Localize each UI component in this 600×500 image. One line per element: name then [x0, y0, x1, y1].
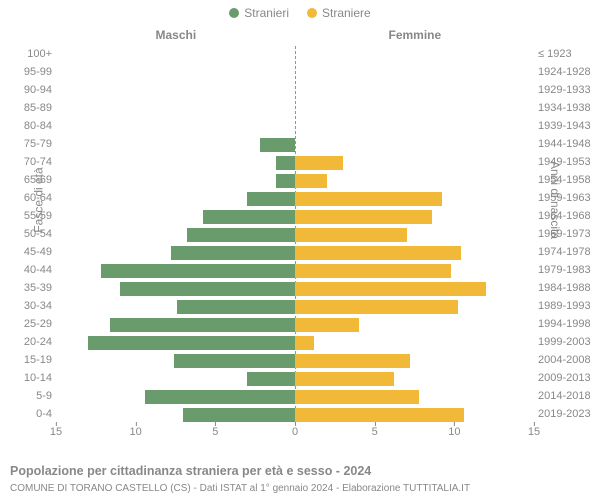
age-label: 95-99 — [18, 66, 52, 78]
birth-year-label: 1929-1933 — [538, 84, 598, 96]
chart-subtitle: COMUNE DI TORANO CASTELLO (CS) - Dati IS… — [10, 483, 470, 494]
column-header-left: Maschi — [156, 28, 197, 42]
bar-female — [295, 336, 314, 351]
bar-male — [276, 156, 295, 171]
birth-year-label: 1969-1973 — [538, 228, 598, 240]
age-label: 50-54 — [18, 228, 52, 240]
legend-item-straniere: Straniere — [307, 6, 371, 20]
bar-male — [171, 246, 295, 261]
age-label: 60-64 — [18, 192, 52, 204]
bar-female — [295, 390, 419, 405]
age-label: 55-59 — [18, 210, 52, 222]
bar-male — [120, 282, 295, 297]
age-label: 80-84 — [18, 120, 52, 132]
legend-item-stranieri: Stranieri — [229, 6, 289, 20]
birth-year-label: 2014-2018 — [538, 390, 598, 402]
bar-female — [295, 282, 486, 297]
birth-year-label: 1974-1978 — [538, 246, 598, 258]
bar-male — [101, 264, 295, 279]
birth-year-label: ≤ 1923 — [538, 48, 598, 60]
bar-female — [295, 300, 458, 315]
x-tick: 10 — [130, 426, 142, 438]
chart-area: Maschi Femmine — [56, 28, 534, 444]
x-tick: 0 — [292, 426, 298, 438]
bar-female — [295, 372, 394, 387]
birth-year-label: 1949-1953 — [538, 156, 598, 168]
bar-female — [295, 246, 461, 261]
bar-male — [145, 390, 295, 405]
age-label: 100+ — [18, 48, 52, 60]
birth-year-label: 1979-1983 — [538, 264, 598, 276]
bar-female — [295, 408, 464, 423]
age-label: 5-9 — [18, 390, 52, 402]
age-label: 85-89 — [18, 102, 52, 114]
birth-year-label: 2019-2023 — [538, 408, 598, 420]
age-label: 40-44 — [18, 264, 52, 276]
birth-year-label: 1999-2003 — [538, 336, 598, 348]
age-label: 25-29 — [18, 318, 52, 330]
x-tick: 5 — [212, 426, 218, 438]
bar-male — [187, 228, 295, 243]
age-label: 45-49 — [18, 246, 52, 258]
birth-year-label: 2004-2008 — [538, 354, 598, 366]
age-label: 35-39 — [18, 282, 52, 294]
bar-male — [260, 138, 295, 153]
birth-year-label: 1934-1938 — [538, 102, 598, 114]
age-label: 75-79 — [18, 138, 52, 150]
bar-male — [110, 318, 295, 333]
birth-year-label: 1964-1968 — [538, 210, 598, 222]
column-header-right: Femmine — [389, 28, 442, 42]
circle-icon — [229, 8, 239, 18]
legend: Stranieri Straniere — [0, 6, 600, 20]
age-label: 20-24 — [18, 336, 52, 348]
legend-label: Stranieri — [244, 6, 289, 20]
birth-year-label: 1994-1998 — [538, 318, 598, 330]
bar-female — [295, 192, 442, 207]
bar-female — [295, 156, 343, 171]
bar-female — [295, 174, 327, 189]
bar-male — [174, 354, 295, 369]
birth-year-label: 1939-1943 — [538, 120, 598, 132]
bar-female — [295, 354, 410, 369]
bar-male — [183, 408, 295, 423]
bar-male — [247, 192, 295, 207]
age-label: 0-4 — [18, 408, 52, 420]
bar-female — [295, 228, 407, 243]
bar-male — [88, 336, 295, 351]
birth-year-label: 1954-1958 — [538, 174, 598, 186]
bar-male — [276, 174, 295, 189]
birth-year-label: 1989-1993 — [538, 300, 598, 312]
chart-title: Popolazione per cittadinanza straniera p… — [10, 464, 371, 478]
birth-year-label: 2009-2013 — [538, 372, 598, 384]
age-label: 90-94 — [18, 84, 52, 96]
age-label: 10-14 — [18, 372, 52, 384]
bar-male — [247, 372, 295, 387]
bar-male — [203, 210, 295, 225]
bar-female — [295, 210, 432, 225]
birth-year-label: 1924-1928 — [538, 66, 598, 78]
age-label: 15-19 — [18, 354, 52, 366]
x-tick: 10 — [448, 426, 460, 438]
birth-year-label: 1984-1988 — [538, 282, 598, 294]
plot-region — [56, 46, 534, 424]
x-tick: 15 — [528, 426, 540, 438]
age-label: 65-69 — [18, 174, 52, 186]
circle-icon — [307, 8, 317, 18]
bar-female — [295, 264, 451, 279]
birth-year-label: 1959-1963 — [538, 192, 598, 204]
x-tick: 15 — [50, 426, 62, 438]
age-label: 30-34 — [18, 300, 52, 312]
birth-year-label: 1944-1948 — [538, 138, 598, 150]
bar-male — [177, 300, 295, 315]
bar-female — [295, 318, 359, 333]
x-tick: 5 — [372, 426, 378, 438]
legend-label: Straniere — [322, 6, 371, 20]
age-label: 70-74 — [18, 156, 52, 168]
